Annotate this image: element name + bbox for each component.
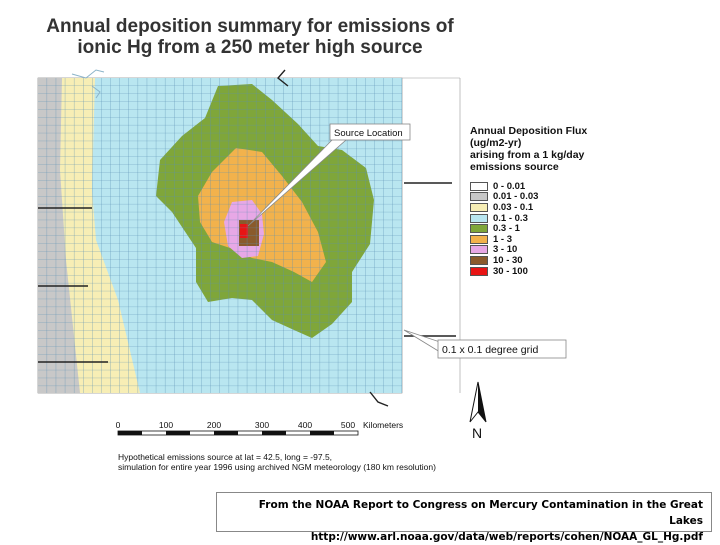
scale-bar: 0 100 200 300 400 500 Kilometers	[116, 420, 403, 436]
legend-item: 0.03 - 0.1	[470, 202, 670, 213]
grid-callout: 0.1 x 0.1 degree grid	[403, 329, 567, 359]
map-title: Annual deposition summary for emissions …	[0, 16, 500, 58]
legend-label: 0.01 - 0.03	[493, 191, 539, 203]
footnote-line-2: simulation for entire year 1996 using ar…	[118, 462, 436, 472]
legend-swatch	[470, 245, 488, 255]
legend-swatch	[470, 181, 488, 191]
legend-label: 30 - 100	[493, 265, 528, 277]
legend-swatch	[470, 234, 488, 244]
deposition-zones	[38, 78, 402, 393]
north-label: N	[472, 425, 482, 441]
legend: Annual Deposition Flux (ug/m2-yr) arisin…	[470, 125, 670, 277]
legend-label: 3 - 10	[493, 244, 518, 256]
caption-line-1: From the NOAA Report to Congress on Merc…	[258, 499, 703, 527]
north-arrow: N	[469, 381, 487, 441]
legend-swatch	[470, 213, 488, 223]
legend-item: 3 - 10	[470, 244, 670, 256]
scale-tick-0: 0	[116, 420, 121, 430]
legend-label: 0 - 0.01	[493, 180, 526, 192]
source-caption: From the NOAA Report to Congress on Merc…	[216, 492, 712, 543]
legend-swatch	[470, 224, 488, 234]
map-title-line-2: ionic Hg from a 250 meter high source	[77, 37, 423, 58]
scale-unit-label: Kilometers	[363, 420, 403, 430]
source-location-callout: Source Location	[247, 123, 411, 227]
caption-url[interactable]: http://www.arl.noaa.gov/data/web/reports…	[310, 531, 703, 543]
legend-list: 0 - 0.01 0.01 - 0.03 0.03 - 0.1 0.1 - 0.…	[470, 181, 670, 277]
scale-tick-100: 100	[159, 420, 173, 430]
legend-title: Annual Deposition Flux (ug/m2-yr) arisin…	[470, 125, 670, 173]
map-boundaries	[38, 69, 456, 407]
legend-title-line-4: emissions source	[470, 161, 559, 173]
legend-title-line-1: Annual Deposition Flux	[470, 125, 588, 137]
legend-title-line-2: (ug/m2-yr)	[470, 137, 522, 149]
legend-item: 0.3 - 1	[470, 223, 670, 234]
legend-swatch	[470, 202, 488, 212]
map-title-line-1: Annual deposition summary for emissions …	[46, 16, 454, 37]
legend-item: 0 - 0.01	[470, 181, 670, 192]
legend-item: 10 - 30	[470, 255, 670, 266]
legend-label: 10 - 30	[493, 254, 523, 266]
legend-item: 0.01 - 0.03	[470, 191, 670, 203]
legend-label: 0.03 - 0.1	[493, 201, 534, 213]
scale-tick-400: 400	[298, 420, 312, 430]
legend-item: 30 - 100	[470, 266, 670, 277]
scale-tick-200: 200	[207, 420, 221, 430]
legend-label: 1 - 3	[493, 233, 513, 245]
grid-note-label: 0.1 x 0.1 degree grid	[442, 344, 538, 356]
legend-label: 0.3 - 1	[493, 223, 520, 235]
legend-swatch	[470, 192, 488, 202]
scale-tick-300: 300	[255, 420, 269, 430]
legend-item: 1 - 3	[470, 234, 670, 245]
footnote-line-1: Hypothetical emissions source at lat = 4…	[118, 452, 333, 462]
legend-swatch	[470, 255, 488, 265]
footnote: Hypothetical emissions source at lat = 4…	[118, 452, 436, 472]
legend-item: 0.1 - 0.3	[470, 213, 670, 224]
legend-title-line-3: arising from a 1 kg/day	[470, 149, 585, 161]
source-location-label: Source Location	[334, 128, 403, 139]
legend-label: 0.1 - 0.3	[493, 212, 528, 224]
scale-tick-500: 500	[341, 420, 355, 430]
legend-swatch	[470, 266, 488, 276]
